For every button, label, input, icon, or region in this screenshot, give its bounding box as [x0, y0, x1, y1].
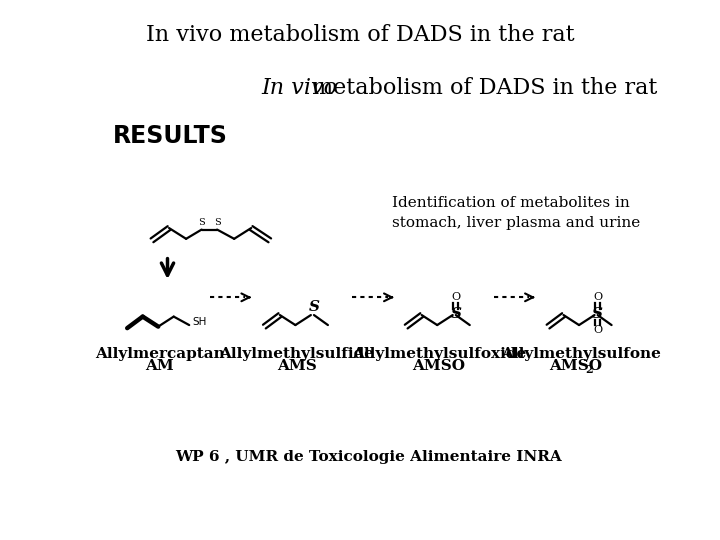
Text: S: S	[308, 300, 320, 314]
Text: RESULTS: RESULTS	[113, 124, 228, 147]
Text: Identification of metabolites in
stomach, liver plasma and urine: Identification of metabolites in stomach…	[392, 195, 641, 230]
Text: Allylmethylsulfoxide: Allylmethylsulfoxide	[351, 347, 526, 361]
Text: AM: AM	[145, 359, 174, 373]
Text: S: S	[450, 307, 462, 321]
Text: In vivo metabolism of DADS in the rat: In vivo metabolism of DADS in the rat	[145, 24, 575, 46]
Text: S: S	[198, 218, 205, 227]
Text: Allylmercaptan: Allylmercaptan	[95, 347, 225, 361]
Text: Allylmethylsulfide: Allylmethylsulfide	[220, 347, 374, 361]
Text: SH: SH	[192, 317, 207, 327]
Text: WP 6 , UMR de Toxicologie Alimentaire INRA: WP 6 , UMR de Toxicologie Alimentaire IN…	[176, 450, 562, 464]
Text: AMSO: AMSO	[549, 359, 603, 373]
Text: In vivo: In vivo	[261, 77, 337, 99]
Text: O: O	[451, 292, 460, 301]
Text: S: S	[214, 218, 220, 227]
Text: O: O	[593, 325, 602, 335]
Text: O: O	[593, 292, 602, 302]
Text: Allylmethylsulfone: Allylmethylsulfone	[500, 347, 660, 361]
Text: metabolism of DADS in the rat: metabolism of DADS in the rat	[305, 77, 658, 99]
Text: AMSO: AMSO	[413, 359, 465, 373]
Text: 2: 2	[585, 364, 593, 375]
Text: S: S	[592, 307, 603, 321]
Text: AMS: AMS	[277, 359, 317, 373]
